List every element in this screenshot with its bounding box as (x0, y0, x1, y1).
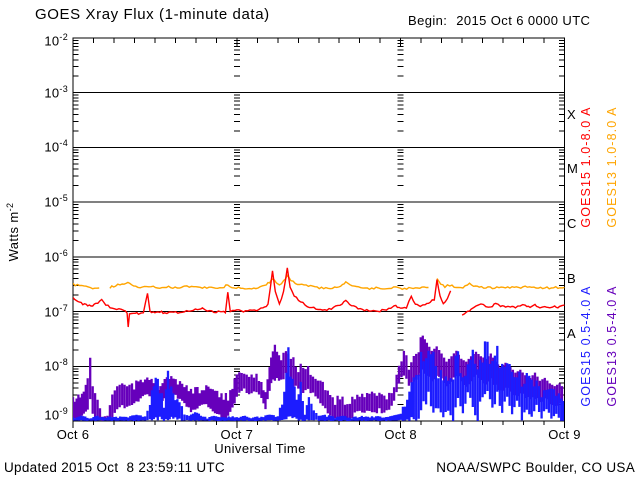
y-tick-label: 10-9 (44, 406, 68, 423)
x-tick-label: Oct 6 (56, 427, 90, 442)
day-gridline (233, 40, 240, 406)
x-tick-label: Oct 9 (548, 427, 581, 442)
x-tick-label: Oct 8 (384, 427, 417, 442)
begin-label: Begin: (408, 13, 448, 28)
y-tick-label: 10-4 (44, 138, 68, 155)
x-tick-label: Oct 7 (220, 427, 254, 442)
flare-class-label: C (567, 216, 577, 232)
y-tick-exponent: -4 (59, 138, 68, 149)
series-goes15-1-0-8-0-a-legend: GOES15 1.0-8.0 A (579, 106, 593, 228)
y-tick-label: 10-7 (44, 302, 68, 319)
series-goes13-1-0-8-0-a (73, 274, 565, 291)
series-goes13-0-5-4-0-a-legend: GOES13 0.5-4.0 A (605, 285, 619, 407)
y-tick-exponent: -7 (59, 302, 68, 313)
data-traces (73, 267, 565, 421)
y-tick-label: 10-6 (44, 247, 68, 265)
x-axis-title: Universal Time (214, 441, 306, 456)
begin-time: Begin: 2015 Oct 6 0000 UTC (408, 13, 590, 28)
y-tick-exponent: -9 (59, 406, 68, 416)
series-goes15-0-5-4-0-a (73, 341, 565, 421)
y-tick-label: 10-8 (44, 357, 68, 374)
series-goes13-1-0-8-0-a-legend: GOES13 1.0-8.0 A (605, 106, 619, 228)
updated-timestamp: Updated 2015 Oct 8 23:59:11 UTC (4, 460, 225, 475)
y-tick-label: 10-5 (44, 193, 68, 210)
y-tick-label: 10-3 (44, 83, 68, 101)
begin-value: 2015 Oct 6 0000 UTC (456, 13, 591, 28)
flare-class-label: A (567, 325, 576, 341)
flare-class-label: X (567, 106, 576, 122)
y-tick-exponent: -5 (59, 193, 68, 204)
day-gridline (397, 40, 404, 406)
y-tick-exponent: -3 (59, 83, 68, 94)
flare-class-label: M (567, 161, 578, 177)
flare-class-label: B (567, 270, 576, 286)
source-attribution: NOAA/SWPC Boulder, CO USA (436, 460, 635, 475)
y-tick-exponent: -8 (59, 357, 68, 368)
y-tick-exponent: -6 (59, 247, 68, 258)
y-tick-exponent: -2 (59, 32, 68, 42)
series-goes15-1-0-8-0-a (73, 267, 565, 328)
series-goes15-0-5-4-0-a-legend: GOES15 0.5-4.0 A (579, 285, 593, 407)
chart-title: GOES Xray Flux (1-minute data) (35, 6, 270, 23)
y-tick-label: 10-2 (44, 32, 68, 49)
